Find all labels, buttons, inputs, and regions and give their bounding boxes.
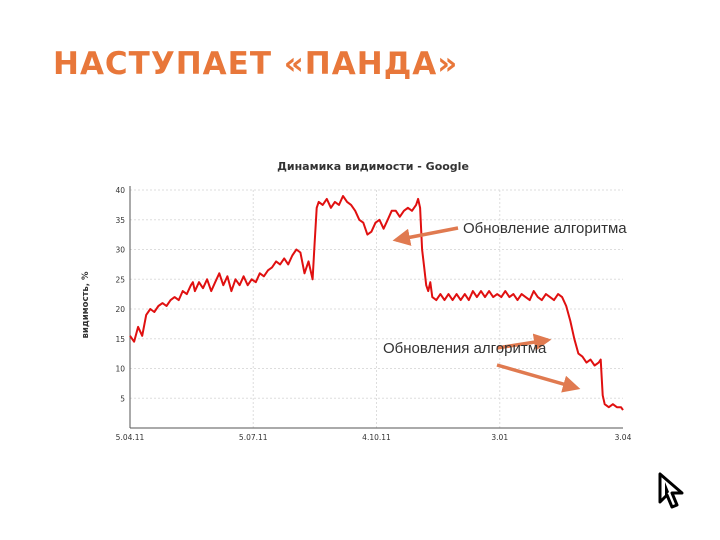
annotation-algorithm-update: Обновление алгоритма — [463, 220, 627, 237]
slide-title: НАСТУПАЕТ «ПАНДА» — [53, 46, 459, 82]
y-tick-label: 15 — [115, 335, 125, 344]
y-tick-label: 5 — [120, 394, 125, 403]
y-tick-label: 10 — [115, 365, 125, 374]
x-tick-label: 4.10.11 — [362, 433, 391, 442]
visibility-series-line — [129, 195, 624, 411]
x-tick-label: 5.07.11 — [239, 433, 268, 442]
y-tick-label: 20 — [115, 305, 125, 314]
annotation-arrow-1 — [392, 226, 459, 246]
y-tick-label: 40 — [115, 186, 125, 195]
annotation-arrow-3 — [496, 363, 581, 393]
annotation-arrow-2 — [496, 333, 552, 351]
annotation-algorithm-updates: Обновления алгоритма — [383, 340, 547, 357]
y-tick-label: 25 — [115, 275, 125, 284]
x-tick-label: 3.01 — [491, 433, 508, 442]
cursor-icon — [658, 472, 684, 509]
x-tick-label: 3.04 — [615, 433, 632, 442]
x-tick-label: 5.04.11 — [116, 433, 145, 442]
y-axis-label: видимость, % — [81, 271, 91, 338]
chart-title: Динамика видимости - Google — [277, 160, 469, 173]
y-tick-label: 30 — [115, 246, 125, 255]
y-tick-label: 35 — [115, 216, 125, 225]
